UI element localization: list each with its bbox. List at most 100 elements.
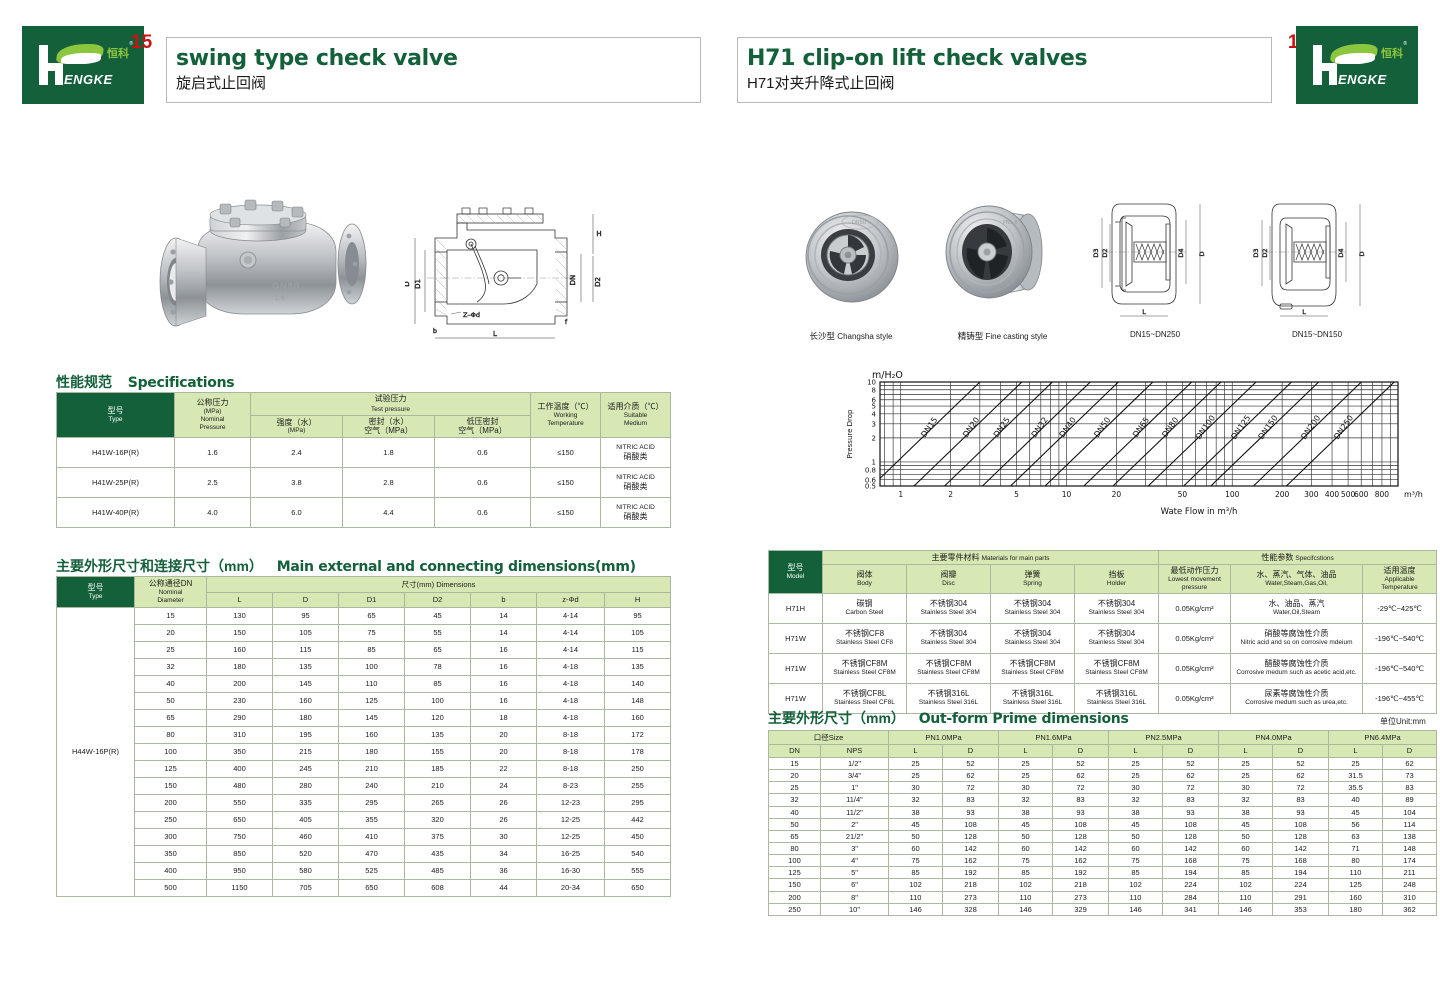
dim-cell-dn: 50	[134, 692, 207, 710]
of-cell-v3: 62	[1052, 769, 1109, 783]
of-cell-dn: 200	[768, 890, 821, 904]
dim-cell-zd: 16-25	[536, 845, 605, 863]
svg-text:DN25: DN25	[992, 416, 1012, 439]
of-cell-v3: 93	[1052, 805, 1109, 819]
svg-text:D: D	[1358, 251, 1366, 256]
of-th-PN1.0MPa-L: L	[888, 744, 943, 758]
of-cell-v7: 168	[1272, 854, 1329, 868]
of-cell-v5: 93	[1162, 805, 1219, 819]
dim-cell-D1: 355	[338, 811, 405, 829]
mat-th-temp: 适用温度 Applicable Temperature	[1362, 564, 1438, 594]
of-cell-v1: 128	[942, 829, 999, 843]
dim-cell-H: 442	[603, 811, 672, 829]
outform-title-cn: 主要外形尺寸（mm）	[768, 710, 905, 726]
of-th-PN1.0MPa: PN1.0MPa	[888, 730, 999, 745]
dim-cell-D: 335	[272, 794, 339, 812]
of-cell-v6: 25	[1218, 756, 1273, 771]
table-row: 80 3" 60 142 60 142 60 142 60 142 71 148	[768, 841, 1437, 856]
spec-cell-strength: 6.0	[250, 497, 343, 529]
of-cell-v9: 148	[1382, 841, 1437, 856]
dim-cell-D: 580	[272, 862, 339, 880]
dim-cell-dn: 350	[134, 845, 207, 863]
table-row: 500 1150 705 650 608 44 20-34 650	[57, 879, 672, 897]
of-cell-dn: 50	[768, 817, 821, 831]
of-cell-nps: 1"	[820, 781, 889, 795]
of-cell-v4: 110	[1108, 890, 1163, 904]
title-box-right: H71 clip-on lift check valves H71对夹升降式止回…	[737, 37, 1272, 103]
of-cell-v4: 60	[1108, 841, 1163, 856]
dim-cell-L: 130	[206, 607, 273, 625]
svg-text:Z–Φd: Z–Φd	[463, 311, 480, 319]
mat-header-row-2: 阀体 Body 阀瓣 Disc 弹簧 Spring 挡板 Holder 最低动作…	[769, 564, 1438, 594]
dim-cell-L: 230	[206, 692, 273, 710]
caption-cn-1: 精铸型	[957, 331, 984, 341]
logo-chinese-text: 恒科	[107, 48, 129, 60]
of-cell-v4: 32	[1108, 793, 1163, 807]
of-cell-nps: 5"	[820, 866, 889, 880]
swing-valve-section-drawing: D D1 H DN D2 L b f Z–Φd	[403, 192, 620, 357]
of-cell-v2: 25	[998, 769, 1053, 783]
table-row: 350 850 520 470 435 34 16-25 540	[57, 845, 672, 863]
dim-cell-dn: 300	[134, 828, 207, 846]
dim-cell-b: 44	[470, 879, 537, 897]
dim-th-L: L	[206, 592, 273, 608]
of-cell-v9: 362	[1382, 902, 1437, 916]
dim-cell-D1: 525	[338, 862, 405, 880]
dim-cell-D: 135	[272, 658, 339, 676]
of-th-PN6.4MPa-L: L	[1328, 744, 1383, 758]
table-row: H71W 不锈钢CF8M Stainless Steel CF8M 不锈钢CF8M St…	[768, 652, 1438, 684]
dim-cell-D2: 120	[404, 709, 471, 727]
of-th-PN1.6MPa-L: L	[998, 744, 1053, 758]
of-cell-v5: 128	[1162, 829, 1219, 843]
outform-header-row-1: 口径Size PN1.0MPa PN1.6MPa PN2.5MPa PN4.0MPa PN…	[768, 730, 1437, 745]
of-cell-v0: 30	[888, 781, 943, 795]
outform-title-en: Out-form Prime dimensions	[918, 711, 1129, 727]
mat-th-body: 阀体 Body	[822, 564, 907, 594]
table-row: H71H 碳钢 Carbon Steel 不锈钢304 Stainless Steel …	[768, 592, 1438, 624]
spec-cell-type: H41W-16P(R)	[56, 437, 175, 469]
of-cell-v7: 224	[1272, 878, 1329, 892]
of-cell-v3: 192	[1052, 866, 1109, 880]
dim-cell-D1: 650	[338, 879, 405, 897]
dim-cell-D: 115	[272, 641, 339, 659]
of-cell-v6: 38	[1218, 805, 1273, 819]
of-cell-v4: 25	[1108, 769, 1163, 783]
of-cell-dn: 65	[768, 829, 821, 843]
mat-cell-temp: -196℃~540℃	[1362, 652, 1438, 684]
of-cell-v2: 30	[998, 781, 1053, 795]
dim-cell-dn: 40	[134, 675, 207, 693]
of-cell-v7: 194	[1272, 866, 1329, 880]
dim-cell-b: 26	[470, 794, 537, 812]
dim-cell-b: 22	[470, 760, 537, 778]
svg-text:m³/h: m³/h	[1404, 490, 1423, 499]
mat-cell-media: 醋酸等腐蚀性介质 Corrosive medum such as acetic a…	[1230, 652, 1364, 684]
of-cell-v8: 31.5	[1328, 769, 1383, 783]
of-cell-v3: 218	[1052, 878, 1109, 892]
caption-en-0: Changsha style	[837, 332, 893, 341]
of-cell-v2: 38	[998, 805, 1053, 819]
table-row: 80 310 195 160 135 20 8-18 172	[57, 726, 672, 744]
caption-cn-0: 长沙型	[809, 331, 836, 341]
of-cell-v7: 128	[1272, 829, 1329, 843]
materials-table: 型号 Model 主要零件材料 Materials for main parts…	[768, 550, 1438, 714]
outform-dimensions-table: 口径Size PN1.0MPa PN1.6MPa PN2.5MPa PN4.0MPa PN…	[768, 730, 1437, 916]
of-cell-v6: 45	[1218, 817, 1273, 831]
spec-cell-nominal: 2.5	[174, 467, 251, 499]
of-cell-v3: 108	[1052, 817, 1109, 831]
dim-th-type: 型号 Type	[56, 576, 135, 608]
of-cell-v8: 125	[1328, 878, 1383, 892]
dim-th-b: b	[470, 592, 537, 608]
of-th-nps: NPS	[820, 744, 889, 758]
mat-cell-holder: 不锈钢CF8M Stainless Steel CF8M	[1073, 652, 1160, 684]
of-cell-v8: 25	[1328, 756, 1383, 771]
dim-cell-D1: 295	[338, 794, 405, 812]
hengke-logo-icon: 恒科 ® ENGKE	[35, 41, 133, 89]
dim-cell-dn: 65	[134, 709, 207, 727]
of-cell-v7: 142	[1272, 841, 1329, 856]
dim-cell-D2: 485	[404, 862, 471, 880]
svg-text:H: H	[596, 230, 601, 238]
svg-text:DN80: DN80	[272, 282, 300, 292]
dim-cell-zd: 8-23	[536, 777, 605, 795]
of-cell-v2: 85	[998, 866, 1053, 880]
mat-cell-holder: 不锈钢304 Stainless Steel 304	[1073, 622, 1160, 654]
